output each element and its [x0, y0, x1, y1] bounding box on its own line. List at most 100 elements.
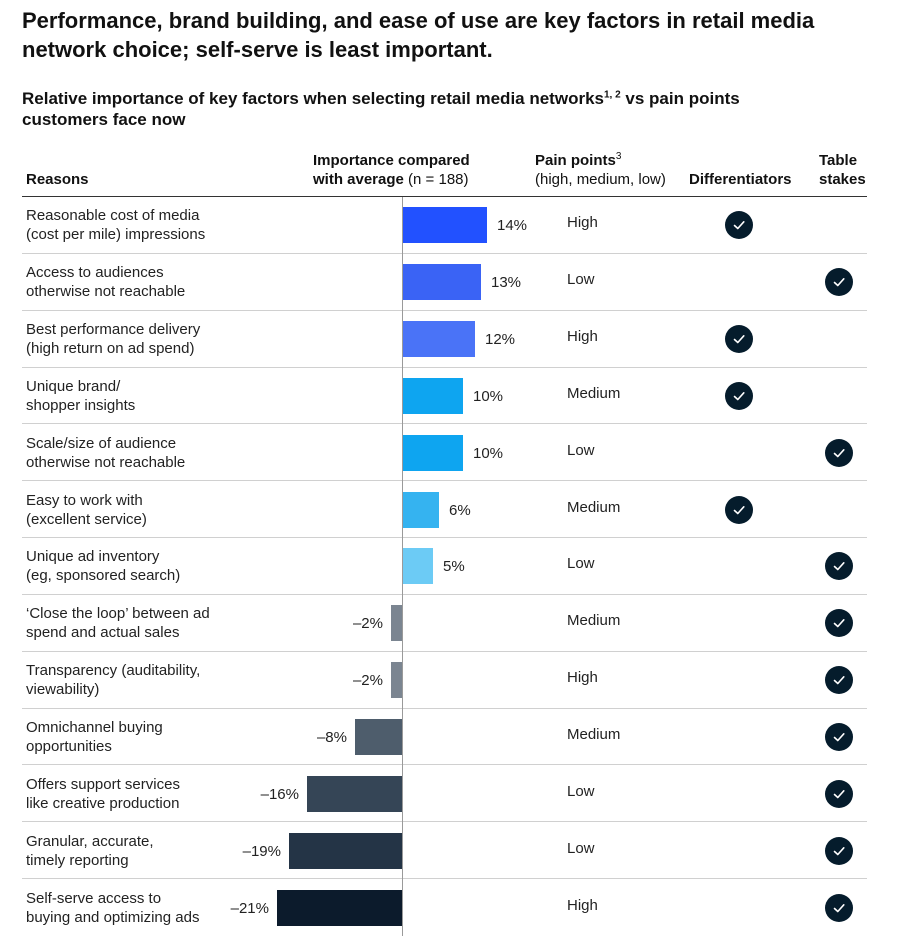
check-icon [725, 495, 753, 524]
reason-label: Self-serve access to buying and optimizin… [26, 889, 266, 927]
pain-point: Low [567, 839, 595, 857]
check-icon [725, 211, 753, 240]
reason-line: Self-serve access to [26, 889, 162, 907]
reason-line: (excellent service) [26, 510, 147, 528]
bar [403, 264, 481, 301]
reason-label: Omnichannel buying opportunities [26, 718, 266, 756]
pain-point: High [567, 669, 598, 687]
bar [403, 207, 487, 244]
col-header-pain-points: Pain points3 (high, medium, low) [535, 151, 666, 189]
reason-line: (high return on ad spend) [26, 340, 195, 358]
chart-subtitle: Relative importance of key factors when … [22, 88, 822, 130]
bar [403, 491, 439, 528]
headline: Performance, brand building, and ease of… [22, 8, 815, 62]
col-header-importance: Importance compared with average (n = 18… [313, 151, 470, 189]
reason-line: Granular, accurate, [26, 832, 154, 850]
bar [403, 548, 433, 585]
bar [391, 662, 403, 699]
pain-point: Low [567, 271, 595, 289]
value-label: –2% [352, 672, 383, 690]
reason-label: Reasonable cost of media (cost per mile) … [26, 206, 266, 244]
importance-line2: with average [313, 171, 404, 188]
row-divider [22, 593, 867, 595]
check-icon [825, 723, 853, 752]
pain-point: Medium [567, 612, 621, 630]
value-label: 10% [473, 387, 504, 405]
row-divider [22, 821, 867, 823]
bar [277, 889, 403, 926]
reason-line: Easy to work with [26, 491, 143, 509]
row-divider [22, 764, 867, 766]
check-icon [825, 666, 853, 695]
pain-sub: (high, medium, low) [535, 171, 666, 188]
reason-label: Unique brand/shopper insights [26, 377, 266, 415]
table-row: Transparency (auditability, viewability) –… [0, 652, 900, 709]
reason-line: otherwise not reachable [26, 283, 186, 301]
value-label: 10% [473, 444, 504, 462]
reason-label: Scale/size of audience otherwise not reac… [26, 434, 266, 472]
pain-point: Low [567, 782, 595, 800]
pain-point: High [567, 214, 598, 232]
pain-label: Pain points [535, 152, 616, 169]
subtitle-text-2: vs pain points customers face now [22, 89, 740, 129]
reason-label: Unique ad inventory (eg, sponsored search… [26, 547, 266, 585]
reason-line: opportunities [26, 738, 112, 756]
table-row: Scale/size of audience otherwise not reac… [0, 424, 900, 482]
reason-line: viewability) [26, 681, 100, 699]
reason-line: like creative production [26, 794, 180, 812]
check-icon [825, 438, 853, 467]
table-row: Omnichannel buying opportunities –8% Medium [0, 709, 900, 766]
bar [289, 832, 403, 869]
reason-line: Omnichannel buying [26, 719, 163, 737]
reason-line: Offers support services [26, 775, 180, 793]
value-label: –2% [352, 615, 383, 633]
table-stakes-line2: stakes [819, 171, 866, 188]
zero-axis [402, 197, 403, 936]
bar [307, 775, 403, 812]
table-row: Unique ad inventory (eg, sponsored search… [0, 538, 900, 595]
bar [391, 605, 403, 642]
reason-line: timely reporting [26, 851, 129, 869]
pain-point: Low [567, 441, 595, 459]
reason-line: spend and actual sales [26, 624, 180, 642]
check-icon [725, 325, 753, 354]
importance-n: (n = 188) [408, 171, 469, 188]
row-divider [22, 650, 867, 652]
check-icon [825, 893, 853, 922]
table-row: Best performance delivery (high return on… [0, 311, 900, 368]
importance-line1: Importance compared [313, 152, 470, 169]
reason-line: (eg, sponsored search) [26, 567, 181, 585]
row-divider [22, 309, 867, 311]
bar [355, 719, 403, 756]
col-header-reasons: Reasons [26, 171, 89, 188]
pain-point: High [567, 896, 598, 914]
table-row: Self-serve access to buying and optimizin… [0, 879, 900, 936]
table-row: Easy to work with (excellent service) 6% Me… [0, 481, 900, 539]
check-icon [825, 552, 853, 581]
value-label: –21% [230, 899, 269, 917]
row-divider [22, 252, 867, 254]
check-icon [825, 609, 853, 638]
pain-point: Low [567, 555, 595, 573]
pain-footnote: 3 [615, 151, 622, 162]
table-row: Offers support services like creative pro… [0, 765, 900, 823]
table-row: Access to audiences otherwise not reachab… [0, 254, 900, 311]
check-icon [825, 779, 853, 808]
value-label: 5% [443, 558, 465, 576]
row-divider [22, 537, 867, 539]
reason-line: Reasonable cost of media [26, 207, 200, 225]
value-label: –8% [316, 729, 347, 747]
subtitle-footnote: 1, 2 [603, 89, 621, 101]
reason-label: Offers support services like creative pro… [26, 775, 266, 813]
pain-point: High [567, 328, 598, 346]
bar [403, 321, 475, 358]
value-label: 6% [449, 501, 471, 519]
reason-line: ‘Close the loop’ between ad [26, 605, 210, 623]
row-divider [22, 878, 867, 880]
pain-point: Medium [567, 726, 621, 744]
pain-point: Medium [567, 498, 621, 516]
col-header-differentiators: Differentiators [689, 171, 792, 188]
reason-line: buying and optimizing ads [26, 908, 200, 926]
reason-line: (cost per mile) impressions [26, 226, 206, 244]
reason-label: Access to audiences otherwise not reachab… [26, 263, 266, 301]
